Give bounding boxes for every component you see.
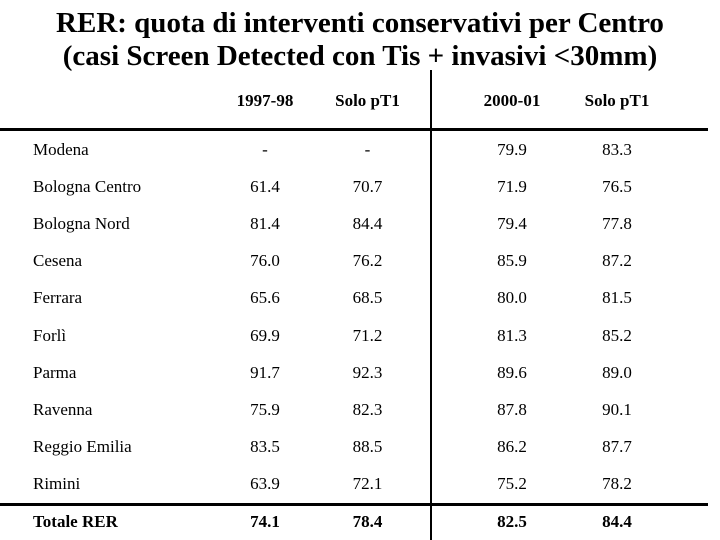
cell-value: 83.3 bbox=[602, 139, 632, 159]
cell-value: 76.5 bbox=[602, 176, 632, 196]
column-header-solo-pt1-a: Solo pT1 bbox=[335, 91, 400, 110]
column-header-2000-01: 2000-01 bbox=[483, 91, 541, 110]
cell-value: 69.9 bbox=[250, 325, 280, 345]
table-row: Reggio Emilia 83.5 88.5 86.2 87.7 bbox=[0, 429, 720, 466]
cell-value: 79.9 bbox=[497, 139, 527, 159]
slide-title: RER: quota di interventi conservativi pe… bbox=[0, 7, 720, 73]
cell-value: - bbox=[364, 139, 371, 159]
cell-value: 75.9 bbox=[250, 399, 280, 419]
row-label: Cesena bbox=[33, 251, 83, 271]
table-total-row: Totale RER 74.1 78.4 82.5 84.4 bbox=[0, 506, 720, 538]
cell-value: 88.5 bbox=[352, 437, 383, 457]
total-divider-line bbox=[0, 503, 708, 506]
cell-value: 81.3 bbox=[497, 325, 527, 345]
cell-value: 92.3 bbox=[352, 362, 383, 382]
table-row: Modena - - 79.9 83.3 bbox=[0, 131, 720, 168]
cell-value: 77.8 bbox=[602, 213, 632, 233]
total-row-label: Totale RER bbox=[33, 512, 118, 531]
cell-value: 71.2 bbox=[352, 325, 383, 345]
row-label: Reggio Emilia bbox=[33, 437, 132, 457]
cell-value: 81.5 bbox=[602, 288, 632, 308]
table-row: Bologna Nord 81.4 84.4 79.4 77.8 bbox=[0, 205, 720, 242]
cell-value: 87.2 bbox=[602, 251, 632, 271]
cell-value: 86.2 bbox=[497, 437, 527, 457]
table-row: Forlì 69.9 71.2 81.3 85.2 bbox=[0, 317, 720, 354]
cell-value: 78.2 bbox=[602, 474, 632, 494]
cell-value: 87.8 bbox=[497, 399, 527, 419]
table-row: Ravenna 75.9 82.3 87.8 90.1 bbox=[0, 391, 720, 428]
table-header-row: 1997-98 Solo pT1 2000-01 Solo pT1 bbox=[0, 86, 720, 116]
cell-value: 71.9 bbox=[497, 176, 527, 196]
cell-value: 81.4 bbox=[250, 213, 280, 233]
row-label: Ferrara bbox=[33, 288, 83, 308]
cell-value: 61.4 bbox=[250, 176, 280, 196]
table-row: Parma 91.7 92.3 89.6 89.0 bbox=[0, 354, 720, 391]
total-cell-value: 84.4 bbox=[602, 512, 632, 531]
column-header-1997-98: 1997-98 bbox=[236, 91, 294, 110]
cell-value: 76.2 bbox=[352, 251, 383, 271]
cell-value: 68.5 bbox=[352, 288, 383, 308]
cell-value: 63.9 bbox=[250, 474, 280, 494]
cell-value: 80.0 bbox=[497, 288, 527, 308]
row-label: Bologna Centro bbox=[33, 176, 142, 196]
title-line-1: RER: quota di interventi conservativi pe… bbox=[56, 7, 664, 39]
column-header-solo-pt1-b: Solo pT1 bbox=[584, 91, 650, 110]
cell-value: 89.6 bbox=[497, 362, 527, 382]
total-cell-value: 74.1 bbox=[250, 512, 280, 531]
table-row: Ferrara 65.6 68.5 80.0 81.5 bbox=[0, 280, 720, 317]
period-divider-line bbox=[430, 70, 432, 540]
cell-value: 82.3 bbox=[352, 399, 383, 419]
total-cell-value: 82.5 bbox=[497, 512, 527, 531]
table-row: Bologna Centro 61.4 70.7 71.9 76.5 bbox=[0, 168, 720, 205]
cell-value: 72.1 bbox=[352, 474, 383, 494]
row-label: Ravenna bbox=[33, 399, 93, 419]
cell-value: 65.6 bbox=[250, 288, 280, 308]
cell-value: 79.4 bbox=[497, 213, 527, 233]
row-label: Bologna Nord bbox=[33, 213, 130, 233]
cell-value: 75.2 bbox=[497, 474, 527, 494]
cell-value: 85.9 bbox=[497, 251, 527, 271]
header-divider-line bbox=[0, 128, 708, 131]
cell-value: 89.0 bbox=[602, 362, 632, 382]
cell-value: 90.1 bbox=[602, 399, 632, 419]
row-label: Modena bbox=[33, 139, 89, 159]
cell-value: 91.7 bbox=[250, 362, 280, 382]
cell-value: - bbox=[262, 139, 268, 159]
cell-value: 85.2 bbox=[602, 325, 632, 345]
cell-value: 76.0 bbox=[250, 251, 280, 271]
cell-value: 70.7 bbox=[352, 176, 383, 196]
row-label: Forlì bbox=[33, 325, 67, 345]
title-line-2: (casi Screen Detected con Tis + invasivi… bbox=[62, 40, 658, 72]
table-row: Cesena 76.0 76.2 85.9 87.2 bbox=[0, 243, 720, 280]
table-row: Rimini 63.9 72.1 75.2 78.2 bbox=[0, 466, 720, 503]
row-label: Parma bbox=[33, 362, 77, 382]
cell-value: 83.5 bbox=[250, 437, 280, 457]
row-label: Rimini bbox=[33, 474, 81, 494]
total-cell-value: 78.4 bbox=[352, 512, 383, 531]
cell-value: 84.4 bbox=[352, 213, 383, 233]
cell-value: 87.7 bbox=[602, 437, 632, 457]
table-body: Modena - - 79.9 83.3 Bologna Centro 61.4… bbox=[0, 131, 720, 503]
